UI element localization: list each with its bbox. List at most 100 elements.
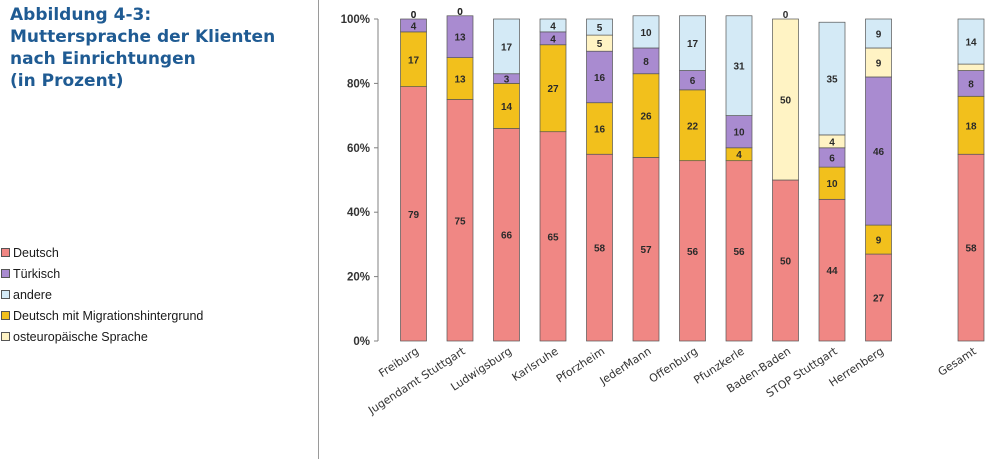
bar-segment-deutsch-mit-migrationshintergrund — [632, 73, 660, 158]
legend-label-deutsch: Deutsch — [13, 245, 59, 260]
x-category-label: Gesamt — [936, 344, 980, 379]
bar-segment-andere — [632, 15, 660, 49]
bar-segment-andere — [725, 15, 753, 116]
data-label: 14 — [501, 102, 513, 113]
data-label: 5 — [597, 39, 603, 50]
caption-line-4: (in Prozent) — [10, 71, 124, 91]
data-label: 58 — [594, 244, 606, 255]
data-label: 50 — [780, 96, 792, 107]
bar-segment-deutsch — [586, 153, 613, 342]
data-label: 9 — [876, 236, 882, 247]
bar-segment-tuerkisch — [865, 76, 892, 226]
data-label: 8 — [643, 57, 649, 68]
bar-segment-tuerkisch — [446, 15, 474, 58]
caption-line-3: nach Einrichtungen — [10, 49, 196, 69]
data-label: 44 — [826, 266, 838, 277]
bar-segment-deutsch — [865, 253, 892, 342]
bar-segment-andere — [679, 15, 706, 71]
bar-segment-andere — [586, 18, 613, 36]
chart-legend: Deutsch Türkisch andere Deutsch mit Migr… — [1, 242, 203, 347]
y-tick-label: 60% — [347, 143, 370, 155]
data-label: 0 — [411, 10, 417, 21]
legend-swatch-deutsch — [1, 248, 10, 257]
data-label: 0 — [783, 10, 789, 21]
data-label: 17 — [687, 39, 699, 50]
bar-segment-andere — [865, 18, 892, 49]
data-label: 79 — [408, 210, 420, 221]
data-label: 13 — [454, 75, 466, 86]
bar-segment-tuerkisch — [957, 70, 985, 97]
data-label: 16 — [594, 124, 606, 135]
legend-label-andere: andere — [13, 287, 52, 302]
legend-item-deutsch: Deutsch — [1, 242, 203, 263]
data-label: 0 — [457, 7, 463, 18]
data-label: 4 — [411, 21, 417, 32]
data-label: 65 — [547, 232, 559, 243]
data-label: 10 — [640, 28, 652, 39]
data-label: 3 — [504, 75, 510, 86]
data-label: 9 — [876, 29, 882, 40]
data-label: 22 — [687, 121, 699, 132]
data-label: 17 — [408, 55, 420, 66]
data-label: 4 — [550, 21, 556, 32]
legend-item-osteuropa: osteuropäische Sprache — [1, 326, 203, 347]
figure-caption: Abbildung 4-3: Muttersprache der Kliente… — [10, 4, 310, 92]
data-label: 14 — [965, 38, 977, 49]
legend-swatch-osteuropa — [1, 332, 10, 341]
legend-item-tuerkisch: Türkisch — [1, 263, 203, 284]
bar-segment-tuerkisch — [586, 50, 613, 104]
data-label: 18 — [965, 121, 977, 132]
data-label: 66 — [501, 231, 513, 242]
bar-segment-andere — [493, 18, 520, 75]
bar-segment-deutsch — [957, 153, 985, 342]
bar-segment-andere — [539, 18, 567, 33]
data-label: 57 — [640, 245, 652, 256]
x-category-label: Offenburg — [647, 345, 700, 386]
bar-segment-deutsch — [725, 160, 753, 342]
caption-line-2: Muttersprache der Klienten — [10, 27, 276, 47]
data-label: 4 — [829, 137, 835, 148]
stacked-bar-chart: 0%20%40%60%80%100%7917400Freiburg7513130… — [341, 7, 985, 417]
x-category-label: JederMann — [597, 345, 654, 388]
y-tick-label: 40% — [347, 207, 370, 219]
data-label: 4 — [736, 150, 742, 161]
data-label: 6 — [690, 76, 696, 87]
legend-swatch-tuerkisch — [1, 269, 10, 278]
data-label: 16 — [594, 73, 606, 84]
data-label: 58 — [965, 244, 977, 255]
bar-segment-deutsch-mit-migrationshintergrund — [865, 224, 892, 255]
data-label: 5 — [597, 23, 603, 34]
legend-label-tuerkisch: Türkisch — [13, 266, 61, 281]
data-label: 31 — [733, 62, 745, 73]
y-tick-label: 100% — [341, 14, 370, 26]
data-label: 10 — [733, 128, 745, 139]
data-label: 8 — [968, 79, 974, 90]
bar-segment-deutsch — [818, 198, 846, 342]
y-tick-label: 0% — [353, 336, 370, 348]
data-label: 56 — [687, 247, 699, 258]
legend-item-migration: Deutsch mit Migrationshintergrund — [1, 305, 203, 326]
data-label: 75 — [454, 216, 466, 227]
data-label: 9 — [876, 58, 882, 69]
data-label: 27 — [873, 294, 885, 305]
data-label: 0 — [411, 10, 417, 21]
bar-segment-tuerkisch — [400, 18, 427, 33]
legend-label-migration: Deutsch mit Migrationshintergrund — [13, 308, 204, 323]
bar-segment-deutsch — [772, 179, 799, 342]
data-label: 27 — [547, 84, 559, 95]
bar-segment-deutsch-mit-migrationshintergrund — [818, 166, 846, 200]
data-label: 0 — [457, 7, 463, 18]
bar-segment-deutsch-mit-migrationshintergrund — [539, 44, 567, 133]
data-label: 4 — [550, 34, 556, 45]
bar-segment-deutsch-mit-migrationshintergrund — [586, 102, 613, 155]
data-label: 26 — [640, 112, 652, 123]
bar-segment-deutsch — [632, 157, 660, 342]
bar-segment-andere — [957, 18, 985, 65]
bar-segment-osteuropaeische-sprache — [772, 18, 799, 181]
data-label: 46 — [873, 147, 885, 158]
legend-item-andere: andere — [1, 284, 203, 305]
caption-line-1: Abbildung 4-3: — [10, 5, 152, 25]
bar-segment-andere — [818, 21, 846, 136]
bar-segment-deutsch — [493, 128, 520, 342]
data-label: 6 — [829, 153, 835, 164]
